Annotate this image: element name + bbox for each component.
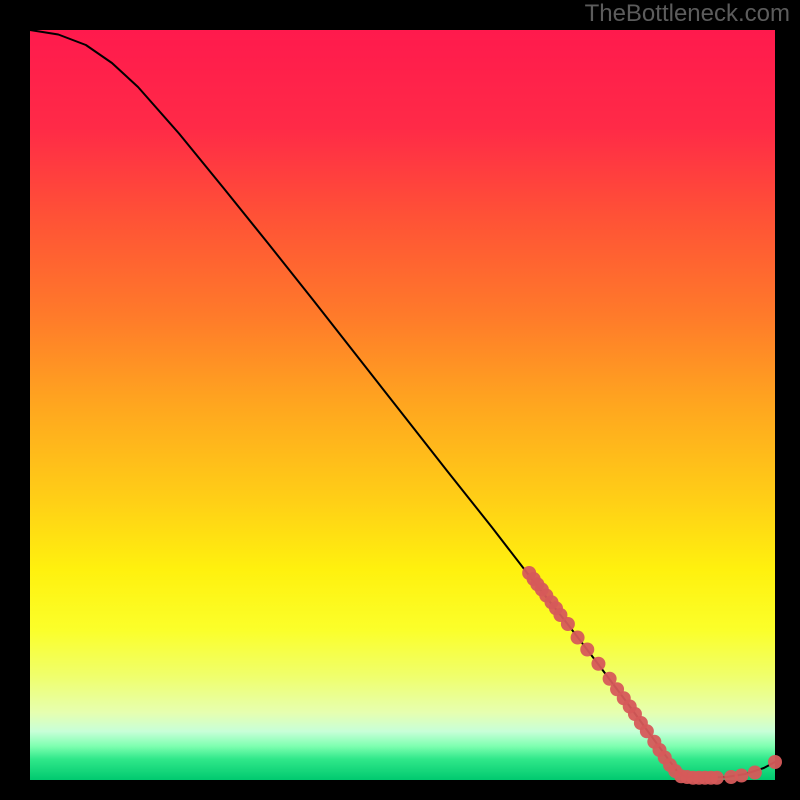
data-marker: [710, 771, 724, 785]
marker-group: [522, 566, 782, 785]
data-marker: [768, 755, 782, 769]
chart-overlay: [30, 30, 775, 780]
data-marker: [734, 769, 748, 783]
data-marker: [571, 631, 585, 645]
attribution-label: TheBottleneck.com: [585, 0, 790, 28]
data-marker: [748, 766, 762, 780]
data-marker: [561, 617, 575, 631]
data-marker: [580, 643, 594, 657]
bottleneck-curve: [30, 30, 775, 778]
plot-area: [30, 30, 775, 780]
data-marker: [591, 657, 605, 671]
chart-canvas: TheBottleneck.com: [0, 0, 800, 800]
